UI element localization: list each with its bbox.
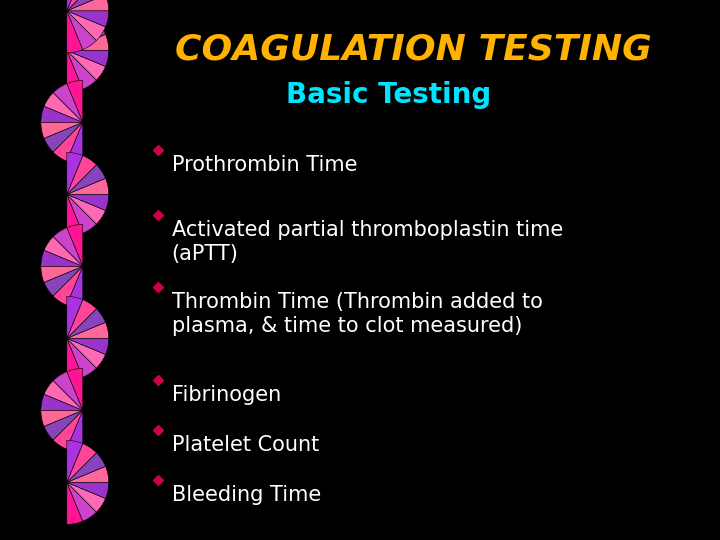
Wedge shape <box>67 0 109 11</box>
Wedge shape <box>41 266 83 282</box>
Wedge shape <box>67 339 106 368</box>
Wedge shape <box>67 453 106 482</box>
Wedge shape <box>67 21 106 50</box>
Wedge shape <box>67 441 83 482</box>
Wedge shape <box>67 339 96 377</box>
Wedge shape <box>67 50 109 66</box>
Wedge shape <box>53 227 83 266</box>
Wedge shape <box>41 410 83 427</box>
Wedge shape <box>41 123 83 138</box>
Wedge shape <box>41 251 83 266</box>
Wedge shape <box>44 410 83 440</box>
Wedge shape <box>67 0 106 11</box>
Text: COAGULATION TESTING: COAGULATION TESTING <box>176 33 652 67</box>
Text: Bleeding Time: Bleeding Time <box>171 485 321 505</box>
Wedge shape <box>67 410 83 453</box>
Wedge shape <box>67 194 109 211</box>
Wedge shape <box>67 0 83 11</box>
Wedge shape <box>44 123 83 152</box>
Wedge shape <box>53 266 83 305</box>
Wedge shape <box>67 194 83 237</box>
Wedge shape <box>53 410 83 449</box>
Wedge shape <box>67 194 96 233</box>
Wedge shape <box>67 339 83 380</box>
Wedge shape <box>67 368 83 410</box>
Wedge shape <box>44 93 83 123</box>
Text: Basic Testing: Basic Testing <box>287 81 492 109</box>
Text: Fibrinogen: Fibrinogen <box>171 385 281 405</box>
Wedge shape <box>67 11 106 40</box>
Wedge shape <box>67 322 109 339</box>
Wedge shape <box>67 35 109 50</box>
Wedge shape <box>67 443 96 482</box>
Text: Activated partial thromboplastin time
(aPTT): Activated partial thromboplastin time (a… <box>171 220 563 264</box>
Wedge shape <box>67 9 83 50</box>
Wedge shape <box>67 300 96 339</box>
Wedge shape <box>67 80 83 123</box>
Wedge shape <box>67 178 109 194</box>
Wedge shape <box>44 381 83 410</box>
Wedge shape <box>67 482 106 512</box>
Wedge shape <box>44 266 83 296</box>
Wedge shape <box>67 266 83 308</box>
Text: Platelet Count: Platelet Count <box>171 435 319 455</box>
Wedge shape <box>67 152 83 194</box>
Text: Prothrombin Time: Prothrombin Time <box>171 155 357 175</box>
Wedge shape <box>67 467 109 482</box>
Wedge shape <box>67 482 83 524</box>
Wedge shape <box>67 50 83 92</box>
Wedge shape <box>53 84 83 123</box>
Wedge shape <box>67 482 109 498</box>
Wedge shape <box>67 156 96 194</box>
Wedge shape <box>67 11 96 50</box>
Wedge shape <box>41 106 83 123</box>
Text: Thrombin Time (Thrombin added to
plasma, & time to clot measured): Thrombin Time (Thrombin added to plasma,… <box>171 292 542 336</box>
Wedge shape <box>67 296 83 339</box>
Wedge shape <box>67 0 96 11</box>
Wedge shape <box>53 123 83 161</box>
Wedge shape <box>67 11 96 50</box>
Wedge shape <box>67 339 109 354</box>
Wedge shape <box>67 194 106 224</box>
Wedge shape <box>67 50 96 89</box>
Wedge shape <box>67 225 83 266</box>
Wedge shape <box>67 11 83 53</box>
Wedge shape <box>44 237 83 266</box>
Wedge shape <box>67 309 106 339</box>
Wedge shape <box>67 11 109 27</box>
Wedge shape <box>67 165 106 194</box>
Wedge shape <box>67 50 106 80</box>
Wedge shape <box>67 123 83 164</box>
Wedge shape <box>53 372 83 410</box>
Wedge shape <box>41 394 83 410</box>
Wedge shape <box>67 482 96 521</box>
